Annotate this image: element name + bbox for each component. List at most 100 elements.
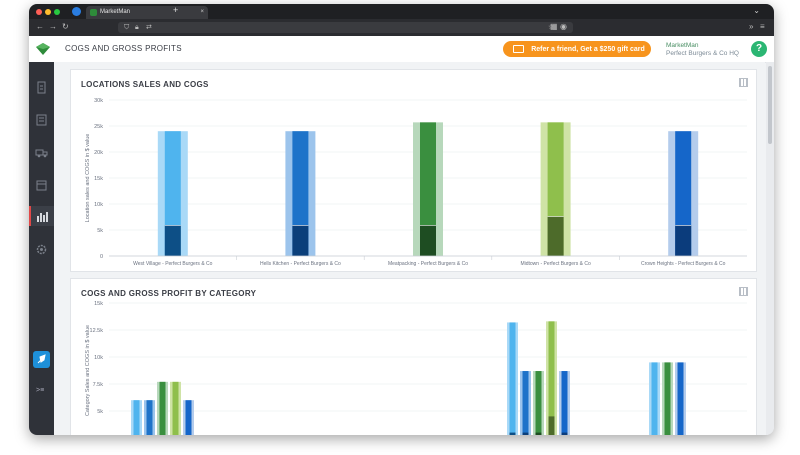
bar-cogs xyxy=(164,225,181,256)
extension-icon[interactable]: ◉ xyxy=(560,22,567,31)
y-axis-label: Category Sales and COGS in $ value xyxy=(85,325,91,416)
y-tick-label: 25k xyxy=(94,124,103,130)
chart1-title: LOCATIONS SALES AND COGS xyxy=(81,80,209,89)
main-content: LOCATIONS SALES AND COGS 0 5k 10k 15k 20k 25k… xyxy=(54,62,765,435)
bar-cogs xyxy=(292,225,309,256)
locations-sales-chart-card: LOCATIONS SALES AND COGS 0 5k 10k 15k 20k 25k… xyxy=(70,69,757,272)
shield-icon[interactable]: ⛉ xyxy=(124,24,130,31)
x-tick-label: Meatpacking - Perfect Burgers & Co xyxy=(388,261,468,267)
category-bar-sales xyxy=(133,400,140,435)
app-header: COGS AND GROSS PROFITS Refer a friend, G… xyxy=(29,36,774,63)
x-tick-label: Crown Heights - Perfect Burgers & Co xyxy=(641,261,726,267)
category-profit-chart-card: COGS AND GROSS PROFIT BY CATEGORY 2.5k 5k… xyxy=(70,278,757,435)
bookmark-star-icon[interactable]: ☆ xyxy=(548,24,555,31)
x-tick-label: Hells Kitchen - Perfect Burgers & Co xyxy=(260,261,341,267)
category-bar-sales xyxy=(159,381,166,435)
category-bar-sales xyxy=(548,321,555,435)
tab-bar: MarketMan × + ⌄ xyxy=(29,4,774,19)
bar-cogs xyxy=(547,216,564,256)
category-bar-sales xyxy=(146,400,153,435)
bar-sales xyxy=(164,131,181,256)
sidebar-item-reports[interactable] xyxy=(29,206,54,226)
close-tab-icon[interactable]: × xyxy=(200,9,204,15)
clipboard-icon[interactable] xyxy=(35,113,48,126)
bar-sales xyxy=(675,131,692,256)
help-button[interactable]: ? xyxy=(751,41,767,57)
category-bar-cogs xyxy=(561,432,568,435)
y-tick-label: 20k xyxy=(94,150,103,156)
category-bar-sales xyxy=(522,371,529,435)
firefox-view-icon[interactable] xyxy=(72,7,81,16)
refer-friend-button[interactable]: Refer a friend, Get a $250 gift card xyxy=(503,41,651,57)
tab-list-chevron-icon[interactable]: ⌄ xyxy=(753,6,760,15)
table-view-icon[interactable] xyxy=(739,287,748,296)
scrollbar-thumb[interactable] xyxy=(768,66,772,144)
x-tick-label: West Village - Perfect Burgers & Co xyxy=(133,261,213,267)
category-bar-sales xyxy=(561,371,568,435)
nav-bar: ← → ↻ ⛉ 🔒︎ ⇄ ☆ ▦ ◉ » ≡ xyxy=(29,19,774,36)
bar-cogs xyxy=(675,225,692,256)
page-title: COGS AND GROSS PROFITS xyxy=(65,44,182,53)
refer-friend-label: Refer a friend, Get a $250 gift card xyxy=(531,46,645,53)
forward-arrow-icon[interactable]: → xyxy=(49,22,57,31)
bar-cogs xyxy=(420,225,436,256)
marketman-logo-icon[interactable] xyxy=(36,43,50,55)
category-bar-cogs xyxy=(522,432,529,435)
category-bar-sales xyxy=(651,362,658,435)
x-tick-label: Midtown - Perfect Burgers & Co xyxy=(520,261,591,267)
y-tick-label: 12.5k xyxy=(90,328,104,334)
locations-sales-chart: 0 5k 10k 15k 20k 25k 30k Location sales and COG… xyxy=(85,98,747,267)
y-tick-label: 15k xyxy=(94,301,103,307)
category-bar-sales xyxy=(677,362,684,435)
rocket-icon[interactable] xyxy=(33,351,50,368)
y-tick-label: 10k xyxy=(94,202,103,208)
tab-title: MarketMan xyxy=(100,9,131,15)
chart2-title: COGS AND GROSS PROFIT BY CATEGORY xyxy=(81,289,257,298)
category-bar-cogs xyxy=(535,432,542,435)
category-bar-sales xyxy=(664,362,671,435)
table-view-icon[interactable] xyxy=(739,78,748,87)
permissions-icon[interactable]: ⇄ xyxy=(146,24,152,31)
extensions-chevron-icon[interactable]: » xyxy=(749,22,754,31)
browser-window: MarketMan × + ⌄ ← → ↻ ⛉ 🔒︎ ⇄ ☆ ▦ ◉ » ≡ C… xyxy=(29,4,774,435)
gift-card-icon xyxy=(513,45,524,53)
y-tick-label: 30k xyxy=(94,98,103,104)
qr-icon[interactable]: ▦ xyxy=(550,22,558,31)
receipt-icon[interactable] xyxy=(35,81,48,94)
scrollbar[interactable] xyxy=(766,62,774,435)
category-bar-cogs xyxy=(548,416,555,435)
category-bar-cogs xyxy=(509,432,516,435)
url-bar[interactable]: ⛉ 🔒︎ ⇄ ☆ xyxy=(118,22,573,33)
tab-marketman[interactable]: MarketMan × xyxy=(86,6,208,19)
category-bar-sales xyxy=(509,322,516,435)
settings-icon[interactable] xyxy=(35,243,48,256)
y-tick-label: 7.5k xyxy=(93,382,104,388)
bar-sales xyxy=(420,122,436,256)
y-tick-label: 5k xyxy=(97,228,103,234)
account-name[interactable]: MarketMan xyxy=(666,42,699,49)
y-tick-label: 0 xyxy=(100,254,103,260)
bar-chart-icon xyxy=(37,212,48,222)
y-axis-label: Location sales and COGS in $ value xyxy=(85,134,91,223)
truck-icon[interactable] xyxy=(35,146,48,159)
account-org[interactable]: Perfect Burgers & Co HQ xyxy=(666,50,739,57)
expand-icon[interactable]: >≡ xyxy=(36,387,45,394)
lock-icon[interactable]: 🔒︎ xyxy=(135,24,139,31)
category-bar-sales xyxy=(185,400,192,435)
zoom-window-button[interactable] xyxy=(54,9,60,15)
category-bar-sales xyxy=(172,381,179,435)
new-tab-button[interactable]: + xyxy=(173,5,179,15)
calendar-icon[interactable] xyxy=(35,178,48,191)
sidebar: >≡ xyxy=(29,62,54,435)
bar-sales xyxy=(292,131,309,256)
app-menu-icon[interactable]: ≡ xyxy=(760,22,765,31)
category-bar-sales xyxy=(535,371,542,435)
reload-icon[interactable]: ↻ xyxy=(62,22,69,31)
back-arrow-icon[interactable]: ← xyxy=(36,22,44,31)
marketman-favicon-icon xyxy=(90,9,97,16)
minimize-window-button[interactable] xyxy=(45,9,51,15)
close-window-button[interactable] xyxy=(36,9,42,15)
y-tick-label: 15k xyxy=(94,176,103,182)
y-tick-label: 10k xyxy=(94,355,103,361)
